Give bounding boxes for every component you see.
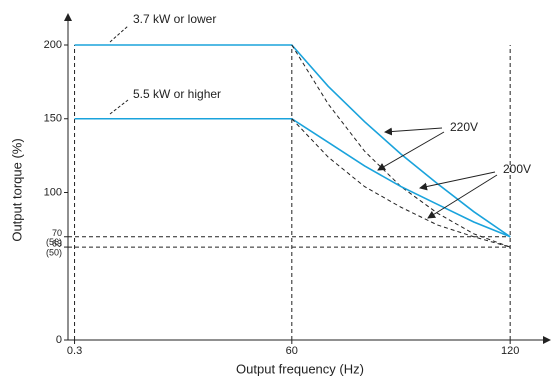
annotation-pointer (384, 127, 443, 136)
curve (74, 44, 511, 238)
y-tick-label: 200 (44, 39, 62, 51)
y-tick-label: 100 (44, 186, 62, 198)
y-tick-label: 0 (56, 334, 62, 346)
annotation-pointer (377, 131, 445, 171)
curve (74, 117, 511, 238)
annotation: 5.5 kW or higher (133, 87, 221, 101)
y-tick-sublabel: (56) (46, 237, 62, 247)
y-axis-label: Output torque (%) (9, 138, 24, 241)
x-axis-label: Output frequency (Hz) (236, 361, 364, 376)
annotation-pointer (419, 171, 496, 191)
y-tick-sublabel: (50) (46, 247, 62, 257)
x-tick-label: 0.3 (67, 345, 82, 357)
annotation-pointer (109, 25, 129, 43)
y-tick-label: 70 (52, 228, 62, 238)
annotation: 220V (450, 120, 478, 134)
annotation-pointer (427, 174, 498, 219)
annotation: 3.7 kW or lower (133, 12, 216, 26)
x-tick-label: 60 (286, 345, 298, 357)
curve (291, 44, 511, 248)
curve (291, 118, 511, 248)
annotation: 200V (503, 162, 531, 176)
x-tick-label: 120 (501, 345, 519, 357)
y-tick-label: 63 (52, 238, 62, 248)
annotation-pointer (109, 99, 129, 115)
y-tick-label: 150 (44, 113, 62, 125)
